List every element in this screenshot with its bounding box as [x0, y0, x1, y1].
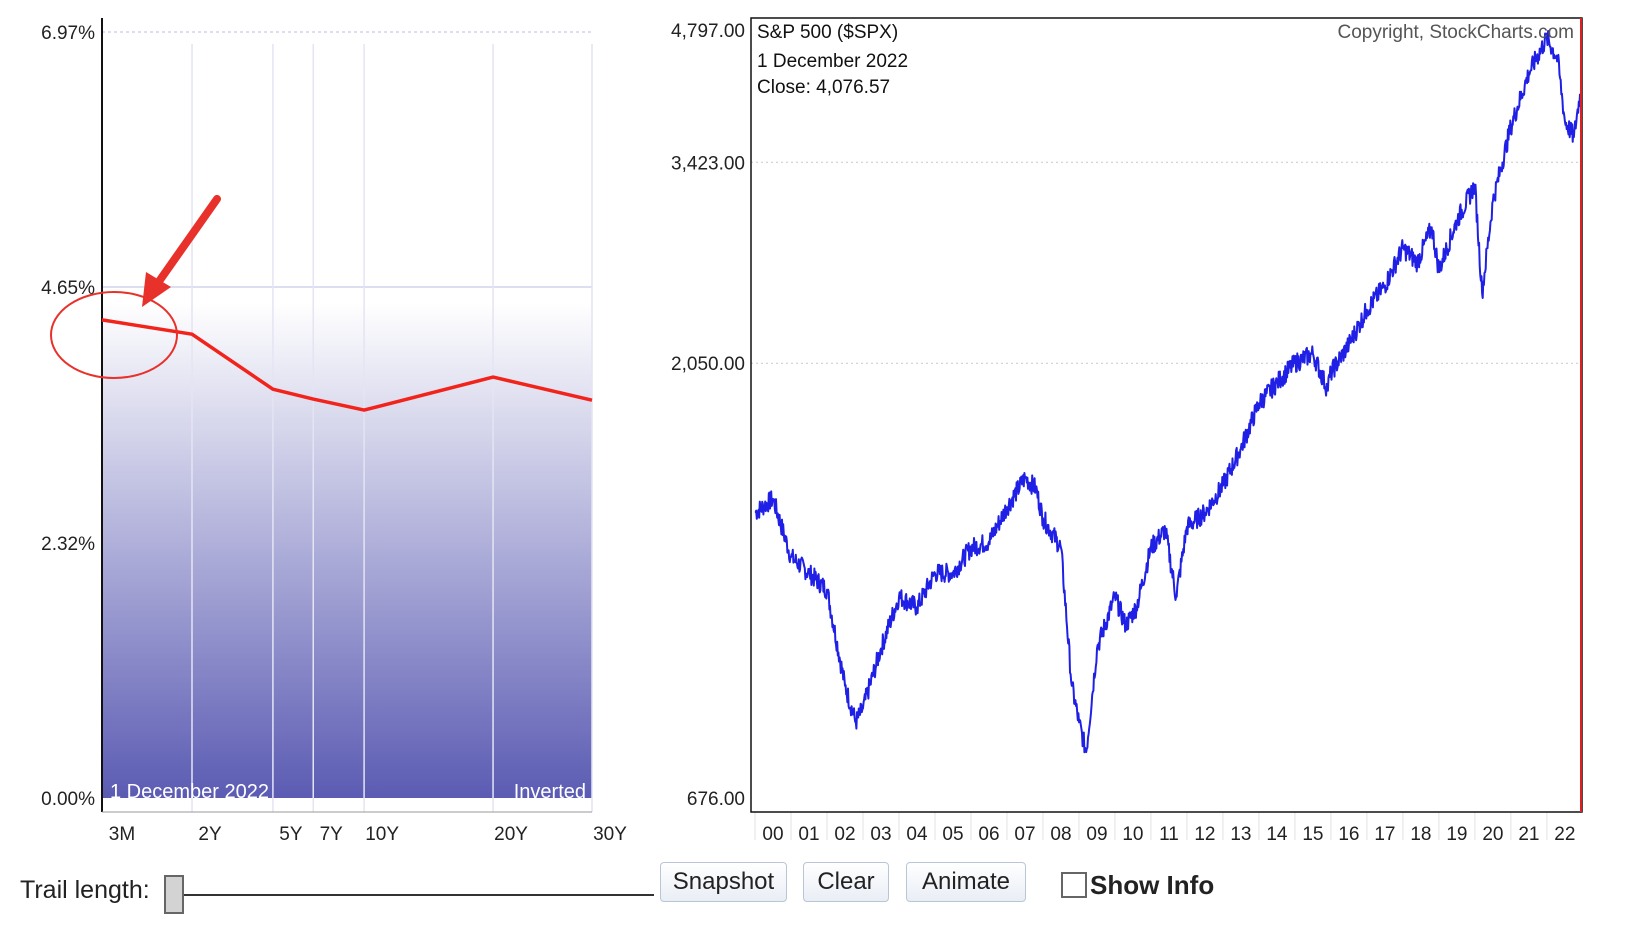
- sp500-y-tick-label: 2,050.00: [671, 354, 745, 375]
- sp500-date-label: 1 December 2022: [757, 51, 908, 72]
- yield-date-label: 1 December 2022: [110, 781, 269, 803]
- sp500-x-tick-label: 06: [978, 824, 999, 845]
- yield-curve-line: [101, 318, 593, 412]
- yield-y-tick-label: 4.65%: [41, 278, 95, 299]
- trail-length-slider-track[interactable]: [182, 894, 654, 896]
- sp500-x-tick-label: 11: [1159, 824, 1179, 845]
- sp500-x-tick-label: 22: [1554, 824, 1575, 845]
- yield-x-tick-label: 20Y: [494, 824, 528, 845]
- yield-curve-chart: 6.97% 4.65% 2.32% 0.00% 3M 2Y 5Y 7Y 10Y 20Y 30Y 1…: [41, 18, 627, 845]
- sp500-x-tick-label: 15: [1302, 824, 1323, 845]
- sp500-chart: 4,797.00 3,423.00 2,050.00 676.00 00 01 02 03 0…: [671, 17, 1583, 845]
- sp500-x-tick-label: 20: [1482, 824, 1503, 845]
- sp500-price-line: [754, 30, 1581, 754]
- clear-button[interactable]: Clear: [803, 862, 889, 902]
- sp500-y-tick-label: 676.00: [687, 789, 745, 810]
- sp500-x-tick-label: 01: [798, 824, 819, 845]
- yield-y-tick-label: 2.32%: [41, 534, 95, 555]
- sp500-x-tick-label: 16: [1338, 824, 1359, 845]
- yield-mode-label: Inverted: [514, 781, 586, 803]
- sp500-y-tick-label: 3,423.00: [671, 153, 745, 174]
- sp500-x-tick-label: 08: [1050, 824, 1071, 845]
- yield-x-tick-label: 7Y: [320, 824, 344, 845]
- yield-x-tick-label: 3M: [109, 824, 135, 845]
- sp500-x-tick-label: 09: [1086, 824, 1107, 845]
- yield-vertical-grid: [191, 44, 593, 812]
- show-info-toggle[interactable]: Show Info: [1061, 868, 1214, 902]
- sp500-close-label: Close: 4,076.57: [757, 77, 890, 98]
- show-info-checkbox[interactable]: [1061, 872, 1087, 898]
- highlight-circle: [50, 291, 178, 379]
- sp500-x-tick-label: 17: [1374, 824, 1395, 845]
- sp500-x-tick-label: 14: [1266, 824, 1288, 845]
- sp500-x-tick-label: 12: [1194, 824, 1215, 845]
- sp500-grid: [751, 161, 1582, 840]
- annotation-arrow: [142, 195, 221, 307]
- trail-length-label: Trail length:: [20, 876, 150, 904]
- yield-x-tick-label: 5Y: [279, 824, 303, 845]
- yield-y-tick-label: 6.97%: [41, 23, 95, 44]
- sp500-x-tick-label: 04: [906, 824, 928, 845]
- yield-area-fill: [102, 303, 592, 798]
- yield-y-tick-label: 0.00%: [41, 789, 95, 810]
- copyright-text: Copyright, StockCharts.com: [1337, 22, 1574, 43]
- yield-x-tick-label: 10Y: [365, 824, 399, 845]
- sp500-x-tick-label: 00: [762, 824, 783, 845]
- sp500-plot-frame: [750, 17, 1583, 813]
- sp500-x-tick-label: 07: [1014, 824, 1035, 845]
- sp500-title: S&P 500 ($SPX): [757, 22, 898, 43]
- yield-x-tick-label: 30Y: [593, 824, 627, 845]
- sp500-x-tick-label: 10: [1122, 824, 1143, 845]
- sp500-y-tick-label: 4,797.00: [671, 21, 745, 42]
- yield-x-tick-label: 2Y: [198, 824, 222, 845]
- sp500-x-tick-label: 03: [870, 824, 891, 845]
- sp500-x-tick-label: 13: [1230, 824, 1251, 845]
- snapshot-button[interactable]: Snapshot: [660, 862, 787, 902]
- show-info-label: Show Info: [1090, 869, 1215, 900]
- sp500-x-tick-label: 02: [834, 824, 855, 845]
- animate-button[interactable]: Animate: [906, 862, 1026, 902]
- sp500-x-tick-label: 19: [1446, 824, 1467, 845]
- sp500-x-tick-label: 05: [942, 824, 963, 845]
- sp500-x-tick-label: 18: [1410, 824, 1431, 845]
- sp500-x-tick-label: 21: [1518, 824, 1539, 845]
- trail-length-slider-handle[interactable]: [164, 875, 184, 914]
